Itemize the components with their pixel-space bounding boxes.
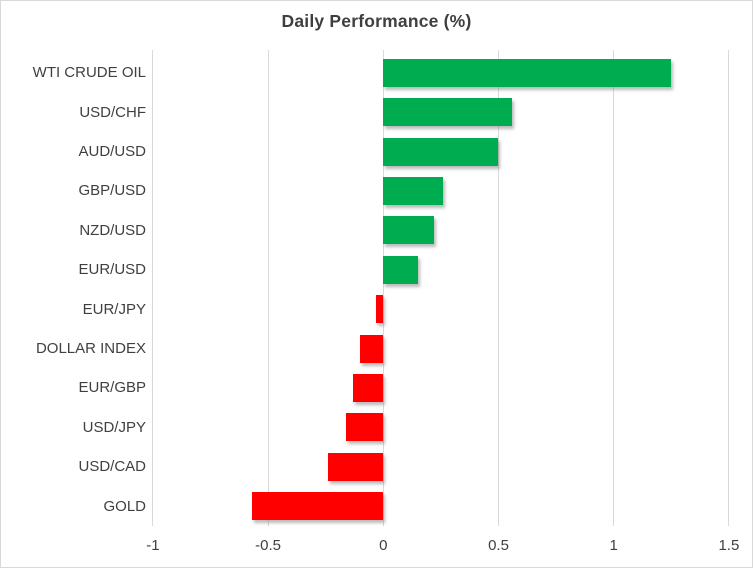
category-label-usd-cad: USD/CAD [78,458,146,476]
gridline-1 [613,50,615,526]
gridline--1 [152,50,154,526]
bar-gold [251,492,384,521]
category-label-aud-usd: AUD/USD [78,142,146,160]
bar-wti-crude-oil [383,58,672,87]
x-tick-label--1: -1 [146,537,160,554]
x-tick-label-0.5: 0.5 [488,537,509,554]
category-label-gold: GOLD [103,497,146,515]
category-label-eur-jpy: EUR/JPY [82,300,146,318]
chart-title: Daily Performance (%) [281,11,472,31]
bar-usd-jpy [346,413,384,442]
bar-aud-usd [383,137,499,166]
bar-eur-gbp [353,373,384,402]
gridline-0.5 [498,50,499,526]
bar-dollar-index [360,334,384,363]
gridline-1.5 [728,50,730,526]
gridline--0.5 [267,50,269,526]
category-label-dollar-index: DOLLAR INDEX [35,339,146,357]
category-label-usd-jpy: USD/JPY [82,418,146,436]
gridline-0 [382,50,384,526]
bar-usd-cad [328,452,384,481]
bar-eur-usd [383,255,418,284]
category-label-gbp-usd: GBP/USD [78,182,146,200]
x-tick-label-1.5: 1.5 [718,537,740,554]
bar-nzd-usd [383,216,434,245]
category-label-eur-gbp: EUR/GBP [78,379,146,397]
bar-gbp-usd [383,176,444,205]
x-tick-label-0: 0 [379,537,388,554]
x-tick-label-1: 1 [609,537,618,554]
category-label-nzd-usd: NZD/USD [79,221,146,239]
category-label-eur-usd: EUR/USD [78,261,146,279]
x-tick-label--0.5: -0.5 [255,537,282,554]
category-label-wti-crude-oil: WTI CRUDE OIL [32,64,146,82]
bar-eur-jpy [376,295,384,324]
bar-usd-chf [383,98,513,127]
category-label-usd-chf: USD/CHF [79,103,146,121]
